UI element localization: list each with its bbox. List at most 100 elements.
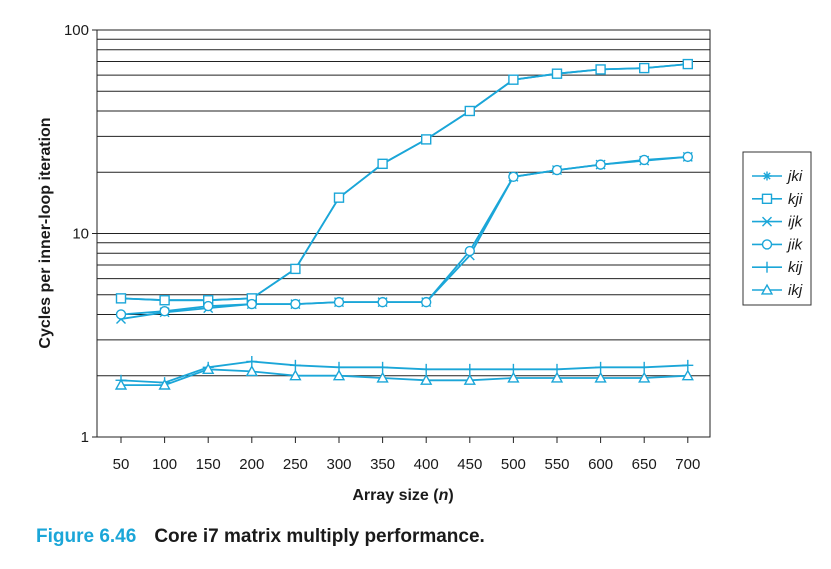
legend-entry-ijk: ijk [752, 214, 804, 231]
data-point-x [762, 216, 772, 227]
x-tick-label: 700 [675, 456, 700, 473]
figure-caption-text: Core i7 matrix multiply performance. [154, 526, 485, 547]
series-line-ikj [121, 368, 688, 387]
data-point-circle [508, 171, 519, 182]
legend: jki kji ijk jik kij ikj [742, 151, 812, 306]
data-point-circle [761, 239, 773, 250]
data-point-triangle [463, 373, 476, 385]
data-point-circle [551, 164, 563, 176]
series-jki [116, 59, 693, 305]
y-tick-label: 1 [81, 429, 89, 446]
series-kji [115, 58, 693, 306]
data-point-circle [421, 296, 432, 308]
data-point-square [421, 134, 432, 145]
data-point-square [377, 158, 388, 170]
data-point-circle [246, 298, 258, 310]
x-tick-label: 550 [544, 456, 569, 473]
data-point-square [682, 58, 693, 70]
data-point-plus [682, 359, 694, 371]
data-point-triangle [594, 371, 607, 383]
legend-entries: jki kji ijk jik kij ikj [752, 168, 804, 299]
series-line-kij [120, 360, 688, 384]
data-point-square [159, 295, 170, 306]
x-tick-label: 350 [370, 456, 395, 473]
legend-label: ijk [788, 214, 804, 231]
data-point-plus [420, 363, 432, 375]
data-point-circle [115, 309, 127, 320]
data-point-circle [595, 159, 606, 170]
data-point-triangle [202, 362, 215, 375]
data-point-circle [333, 296, 345, 308]
data-point-square [551, 68, 563, 79]
data-point-triangle [289, 369, 302, 381]
data-point-square [595, 64, 606, 75]
y-axis-title: Cycles per inner-loop iteration [37, 117, 54, 348]
data-point-circle [202, 300, 214, 312]
data-point-triangle [114, 378, 128, 390]
x-tick-label: 100 [152, 456, 177, 473]
data-point-circle [464, 245, 475, 257]
legend-label: kji [788, 191, 803, 208]
data-point-square [115, 293, 127, 304]
y-tick-label: 100 [64, 22, 89, 39]
legend-label: jki [786, 168, 803, 185]
figure-caption: Figure 6.46 Core i7 matrix multiply perfo… [36, 526, 485, 548]
x-tick-label: 50 [113, 456, 130, 473]
data-point-square [333, 192, 345, 203]
data-point-triangle [245, 365, 258, 377]
x-tick-label: 450 [457, 456, 482, 473]
data-point-triangle [332, 369, 346, 381]
series-ikj [114, 362, 694, 390]
legend-entry-ikj: ikj [752, 282, 803, 299]
series-lines [114, 58, 694, 390]
data-point-plus [289, 359, 301, 371]
legend-entry-jik: jik [752, 236, 804, 253]
legend-entry-kji: kji [752, 191, 803, 208]
y-tick-label: 10 [72, 226, 89, 243]
x-tick-label: 650 [632, 456, 657, 473]
data-point-circle [290, 298, 301, 310]
data-point-triangle [507, 371, 520, 383]
series-jik [115, 151, 693, 320]
data-point-square [639, 62, 650, 74]
data-point-triangle [376, 371, 389, 383]
axis-ticks [92, 29, 689, 443]
data-point-square [290, 263, 301, 275]
legend-label: kij [788, 259, 803, 276]
legend-label: jik [786, 236, 804, 253]
x-tick-label: 500 [501, 456, 526, 473]
y-tick-labels: 1 10 100 [64, 22, 89, 446]
data-point-circle [682, 151, 693, 163]
x-tick-label: 150 [196, 456, 221, 473]
x-tick-label: 200 [239, 456, 264, 473]
series-ijk [116, 151, 693, 325]
data-point-plus [638, 361, 650, 373]
data-point-triangle [760, 283, 774, 295]
data-point-plus [377, 361, 389, 373]
legend-box [742, 151, 812, 306]
data-point-circle [377, 296, 388, 308]
x-tick-label: 250 [283, 456, 308, 473]
x-tick-label: 400 [414, 456, 439, 473]
data-point-triangle [420, 373, 433, 385]
data-point-circle [639, 154, 650, 166]
legend-entry-jki: jki [752, 168, 803, 185]
x-tick-label: 300 [326, 456, 351, 473]
figure-number: Figure 6.46 [36, 526, 137, 547]
data-point-asterisk [762, 171, 772, 181]
grid-lines [97, 38, 710, 377]
data-point-triangle [550, 371, 564, 383]
legend-label: ikj [788, 282, 803, 299]
data-point-triangle [681, 369, 694, 381]
data-point-square [761, 193, 773, 205]
x-tick-label: 600 [588, 456, 613, 473]
data-point-plus [761, 261, 773, 273]
data-point-square [508, 74, 519, 85]
x-axis-title: Array size (n) [352, 487, 453, 504]
series-line-jik [120, 156, 688, 316]
data-point-triangle [158, 378, 171, 390]
data-point-circle [159, 306, 170, 317]
legend-entry-kij: kij [752, 259, 803, 276]
x-tick-labels: 50 100 150 200 250 300 350 400 450 500 550 600 650 70… [113, 456, 701, 473]
